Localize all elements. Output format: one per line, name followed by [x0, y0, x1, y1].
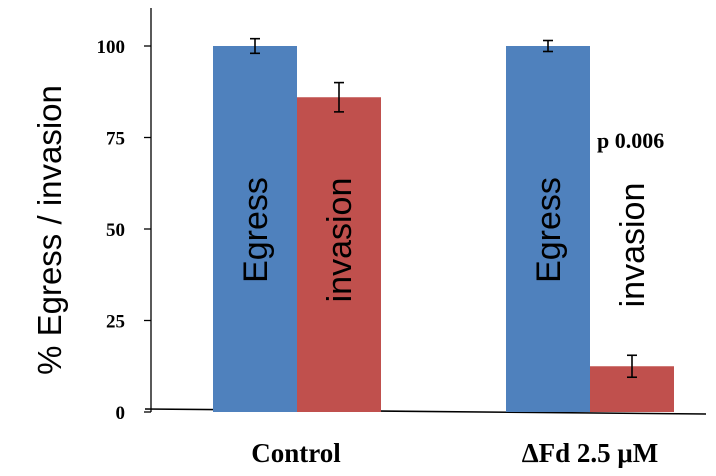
bar-label: Egress	[530, 177, 568, 283]
y-tick-label: 50	[106, 220, 125, 241]
p-value-annotation: p 0.006	[597, 128, 664, 153]
bar-label: invasion	[321, 178, 359, 303]
x-tick-label: Control	[251, 438, 341, 468]
x-tick-label: ΔFd 2.5 μM	[522, 438, 658, 468]
bar-label: invasion	[614, 183, 652, 308]
bar	[213, 46, 297, 412]
bars	[213, 37, 674, 413]
bar-label: Egress	[237, 177, 275, 283]
y-tick-label: 0	[116, 403, 126, 424]
bar	[297, 97, 381, 413]
y-axis-label: % Egress / invasion	[31, 85, 68, 375]
labels: % Egress / invasion Egress Egress invasion i…	[31, 85, 664, 468]
y-tick-label: 100	[97, 37, 126, 58]
bar	[506, 46, 590, 412]
y-tick-label: 75	[106, 129, 125, 150]
y-tick-label: 25	[106, 312, 125, 333]
